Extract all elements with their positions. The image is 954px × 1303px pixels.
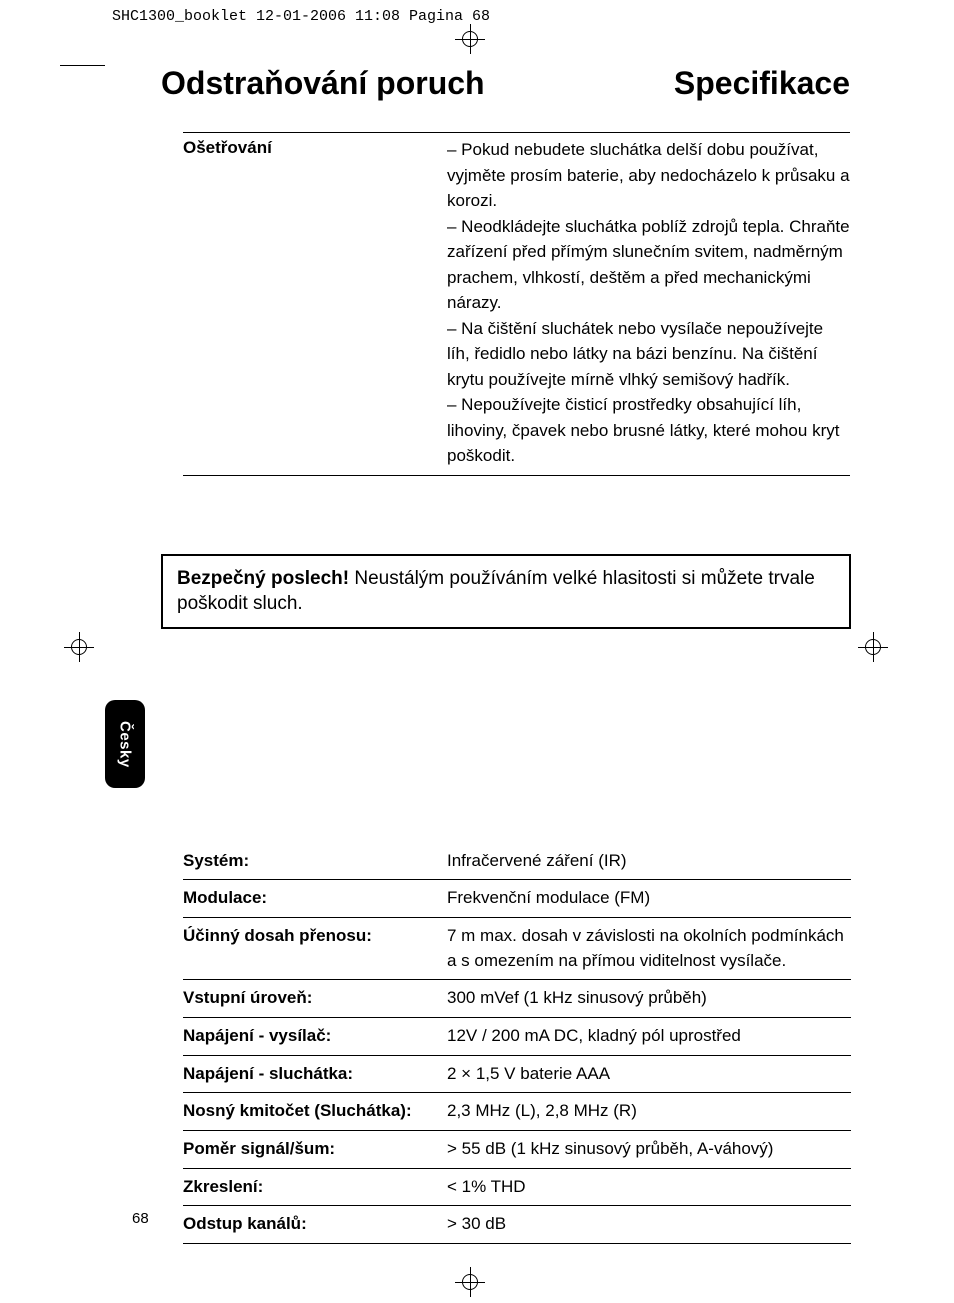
- spec-row: Nosný kmitočet (Sluchátka):2,3 MHz (L), …: [183, 1093, 851, 1131]
- spec-value: > 30 dB: [447, 1206, 851, 1244]
- spec-key: Zkreslení:: [183, 1168, 447, 1206]
- spec-value: 2 × 1,5 V baterie AAA: [447, 1055, 851, 1093]
- spec-value: Frekvenční modulace (FM): [447, 880, 851, 918]
- spec-row: Poměr signál/šum:> 55 dB (1 kHz sinusový…: [183, 1130, 851, 1168]
- spec-value: > 55 dB (1 kHz sinusový průběh, A-váhový…: [447, 1130, 851, 1168]
- spec-row: Vstupní úroveň:300 mVef (1 kHz sinusový …: [183, 980, 851, 1018]
- spec-key: Účinný dosah přenosu:: [183, 918, 447, 980]
- spec-table: Systém:Infračervené záření (IR)Modulace:…: [183, 843, 851, 1244]
- spec-value: Infračervené záření (IR): [447, 843, 851, 880]
- heading-right: Specifikace: [674, 65, 850, 102]
- spec-row: Napájení - vysílač:12V / 200 mA DC, klad…: [183, 1017, 851, 1055]
- registration-mark-left: [64, 632, 94, 662]
- spec-key: Napájení - sluchátka:: [183, 1055, 447, 1093]
- spec-value: 12V / 200 mA DC, kladný pól uprostřed: [447, 1017, 851, 1055]
- registration-mark-top: [455, 24, 485, 54]
- spec-key: Systém:: [183, 843, 447, 880]
- spec-key: Nosný kmitočet (Sluchátka):: [183, 1093, 447, 1131]
- safety-notice: Bezpečný poslech! Neustálým používáním v…: [161, 554, 851, 629]
- registration-mark-right: [858, 632, 888, 662]
- crop-header: SHC1300_booklet 12-01-2006 11:08 Pagina …: [112, 8, 490, 25]
- language-label: Česky: [117, 721, 134, 768]
- notice-bold: Bezpečný poslech!: [177, 568, 349, 589]
- crop-mark: [60, 46, 105, 66]
- spec-value: < 1% THD: [447, 1168, 851, 1206]
- spec-value: 300 mVef (1 kHz sinusový průběh): [447, 980, 851, 1018]
- spec-row: Odstup kanálů:> 30 dB: [183, 1206, 851, 1244]
- spec-row: Účinný dosah přenosu:7 m max. dosah v zá…: [183, 918, 851, 980]
- spec-value: 7 m max. dosah v závislosti na okolních …: [447, 918, 851, 980]
- page-content: Odstraňování poruch Specifikace Ošetřová…: [105, 65, 850, 1244]
- spec-key: Poměr signál/šum:: [183, 1130, 447, 1168]
- spec-key: Odstup kanálů:: [183, 1206, 447, 1244]
- heading-left: Odstraňování poruch: [161, 65, 485, 102]
- spec-key: Napájení - vysílač:: [183, 1017, 447, 1055]
- page-number: 68: [132, 1210, 149, 1227]
- spec-value: 2,3 MHz (L), 2,8 MHz (R): [447, 1093, 851, 1131]
- spec-key: Vstupní úroveň:: [183, 980, 447, 1018]
- spec-row: Modulace:Frekvenční modulace (FM): [183, 880, 851, 918]
- language-tab: Česky: [105, 700, 145, 788]
- registration-mark-bottom: [455, 1267, 485, 1297]
- spec-row: Zkreslení:< 1% THD: [183, 1168, 851, 1206]
- spec-key: Modulace:: [183, 880, 447, 918]
- care-section: Ošetřování – Pokud nebudete sluchátka de…: [183, 132, 850, 476]
- spec-row: Systém:Infračervené záření (IR): [183, 843, 851, 880]
- spec-row: Napájení - sluchátka:2 × 1,5 V baterie A…: [183, 1055, 851, 1093]
- care-body: – Pokud nebudete sluchátka delší dobu po…: [447, 137, 850, 469]
- care-label: Ošetřování: [183, 137, 447, 469]
